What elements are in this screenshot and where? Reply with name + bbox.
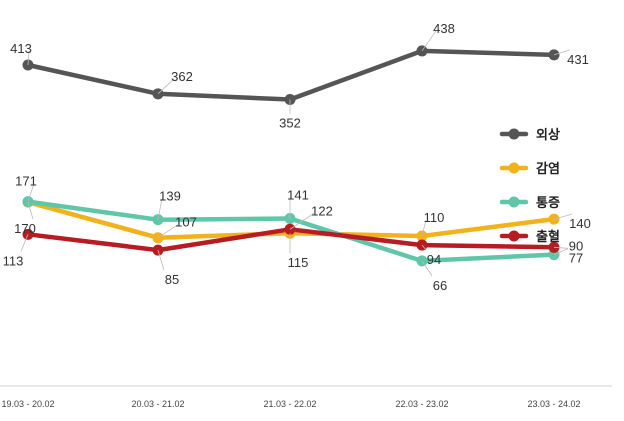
data-label: 431 [567,52,589,67]
series-points [22,45,560,267]
data-label: 171 [15,174,37,189]
axis-layer: 19.03 - 20.02 20.03 - 21.02 21.03 - 22.02 2… [0,385,612,409]
x-tick-label: 21.03 - 22.02 [263,399,316,409]
label-leader [421,260,433,277]
data-label: 413 [10,41,32,56]
x-tick-label: 19.03 - 20.02 [1,399,54,409]
data-label: 352 [279,115,301,130]
data-label: 362 [171,69,193,84]
data-label: 107 [175,215,197,230]
label-leader [20,234,29,252]
legend-item: 통증 [499,195,560,210]
legend-label: 출혈 [536,229,560,244]
series-line-1 [25,48,557,102]
data-label: 122 [311,203,333,218]
data-label: 110 [424,210,445,225]
legend-item: 감염 [499,161,560,176]
data-label: 66 [433,278,447,293]
label-leader [553,49,571,56]
label-leader [289,212,315,230]
x-tick-label: 20.03 - 21.02 [131,399,184,409]
label-leader [421,244,427,251]
label-leader [553,248,569,256]
x-tick-label: 23.03 - 24.02 [527,399,580,409]
legend-item: 출혈 [499,229,560,244]
label-leader [421,30,437,52]
label-leader [157,198,163,220]
label-leader [157,224,179,239]
legend-swatch-marker [508,196,520,208]
legend-swatch-marker [508,230,520,242]
legend-swatch-marker [508,162,520,174]
data-label: 77 [569,251,583,266]
label-leader [27,183,35,202]
data-label: 170 [14,221,36,236]
label-leader [421,219,427,237]
data-label: 85 [165,272,179,287]
data-label: 90 [569,238,583,253]
data-labels: 413 362 352 438 431 170 107 115 110 140 171 139 141 6… [3,21,591,293]
label-leader [553,213,573,220]
data-label: 140 [569,216,591,231]
x-tick-label: 22.03 - 23.02 [395,399,448,409]
legend-label: 통증 [536,195,560,210]
data-label: 115 [288,255,309,270]
label-leader [553,246,569,249]
data-label: 94 [427,252,441,267]
data-label: 438 [433,21,455,36]
legend-item: 외상 [499,127,560,142]
label-leader [157,78,175,95]
label-leader [157,250,165,271]
data-label: 139 [159,189,181,204]
data-label: 113 [3,253,24,268]
legend-label: 감염 [536,161,560,176]
label-leader [27,202,34,220]
data-label: 141 [287,188,309,203]
label-leader [27,51,30,66]
legend-swatch-marker [508,128,520,140]
legend-label: 외상 [536,127,560,142]
